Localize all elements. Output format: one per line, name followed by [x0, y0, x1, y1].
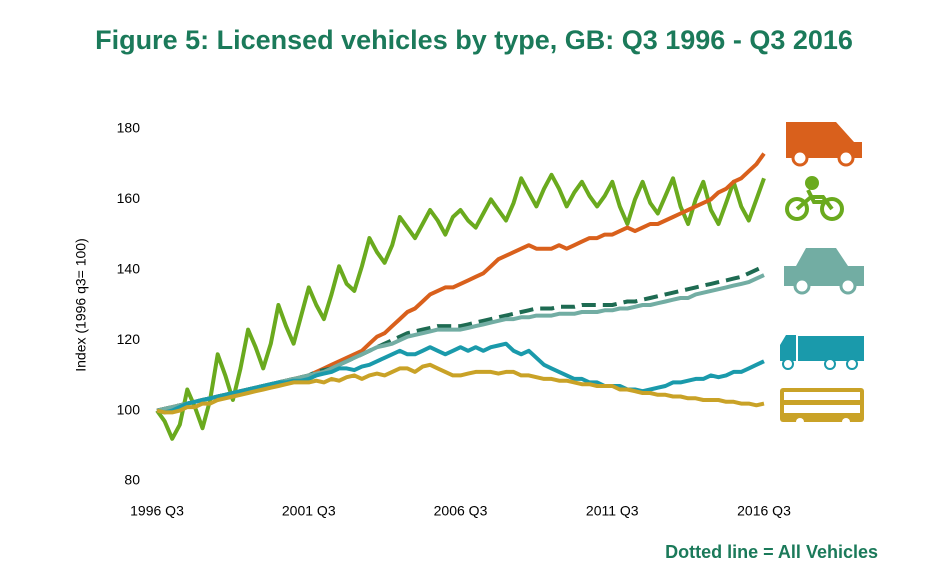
y-tick-label: 100 [117, 401, 141, 417]
bus-icon [780, 388, 864, 426]
x-tick-label: 2001 Q3 [282, 503, 336, 519]
annotation: Dotted line = All Vehicles [665, 542, 878, 562]
series-line [156, 362, 765, 415]
icons [780, 122, 864, 426]
y-tick-label: 180 [117, 120, 141, 136]
series-line [155, 172, 766, 441]
y-tick-label: 160 [117, 190, 141, 206]
series-line [156, 152, 766, 413]
series-line [156, 341, 765, 415]
series-line [156, 264, 765, 413]
car-icon [784, 248, 864, 295]
y-tick-label: 140 [117, 261, 141, 277]
van-icon [786, 122, 862, 167]
x-tick-label: 1996 Q3 [130, 503, 184, 519]
x-tick-label: 2011 Q3 [586, 503, 639, 519]
x-tick-label: 2006 Q3 [434, 503, 488, 519]
x-tick-label: 2016 Q3 [737, 503, 791, 519]
y-tick-label: 120 [117, 331, 141, 347]
y-tick-label: 80 [124, 472, 140, 488]
motorcycle-icon [785, 176, 844, 221]
chart-title: Figure 5: Licensed vehicles by type, GB:… [95, 25, 853, 55]
lorry-icon [780, 335, 864, 370]
y-axis-label: Index (1996 q3= 100) [73, 238, 89, 372]
